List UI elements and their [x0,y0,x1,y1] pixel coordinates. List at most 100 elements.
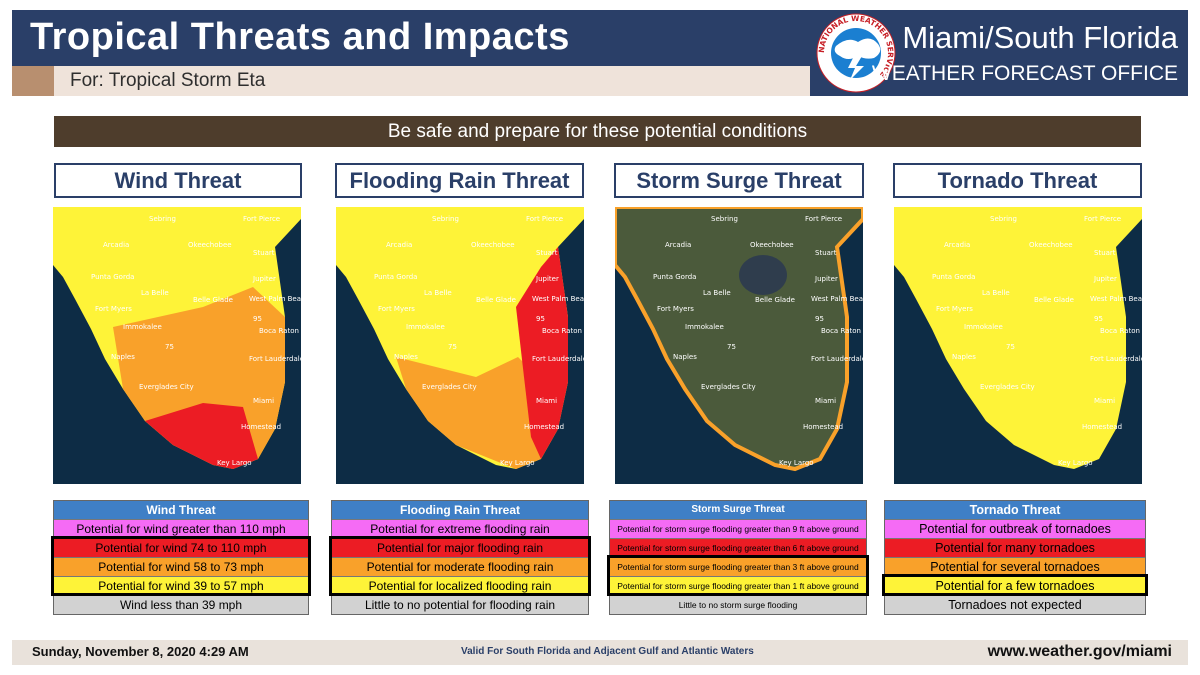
map-label: Stuart [253,249,275,257]
map-label: Fort Myers [657,305,694,313]
legend-row-elevated: Potential for localized flooding rain [332,576,588,595]
office-name: Miami/South Florida [902,20,1178,55]
map-label: La Belle [982,289,1010,297]
lake-okeechobee [739,255,787,295]
map-label: Fort Pierce [1084,215,1121,223]
map-label: Key Largo [779,459,814,467]
map-label: Homestead [1082,423,1122,431]
website-url: www.weather.gov/miami [987,643,1172,660]
map-label: Immokalee [685,323,724,331]
map-label: Boca Raton [1100,327,1140,335]
map-label: Punta Gorda [91,273,134,281]
map-tornado: Sebring Fort Pierce Arcadia Okeechobee Stuar… [894,207,1142,484]
map-label: Punta Gorda [374,273,417,281]
legend-row-elevated: Potential for storm surge flooding great… [610,576,866,595]
map-label: La Belle [424,289,452,297]
legend-row-none: Little to no storm surge flooding [610,595,866,614]
legend-row-moderate: Potential for several tornadoes [885,557,1145,576]
footer: Sunday, November 8, 2020 4:29 AM Valid F… [12,640,1188,665]
map-label: Everglades City [980,383,1035,391]
panel-title-wind: Wind Threat [54,163,302,198]
map-label: Jupiter [1093,275,1117,283]
map-label: Naples [673,353,697,361]
legend-row-extreme: Potential for extreme flooding rain [332,519,588,538]
map-label: Fort Myers [95,305,132,313]
map-svg: Sebring Fort Pierce Arcadia Okeechobee Stuar… [894,207,1142,484]
legend-row-moderate: Potential for storm surge flooding great… [610,557,866,576]
map-label: Belle Glade [755,296,795,304]
map-label: Boca Raton [821,327,861,335]
legend-row-high: Potential for storm surge flooding great… [610,538,866,557]
legend-row-extreme: Potential for outbreak of tornadoes [885,519,1145,538]
panel-title-flooding-rain: Flooding Rain Threat [335,163,584,198]
threat-zone-high [145,403,258,469]
office-header: NATIONAL WEATHER SERVICE Miami/South Flo… [810,10,1188,96]
map-label: Fort Myers [936,305,973,313]
land-area [894,207,1142,469]
map-label: Fort Pierce [526,215,563,223]
map-label: West Palm Beach [1090,295,1142,303]
map-label: Arcadia [103,241,129,249]
map-label: Arcadia [665,241,691,249]
map-label: Fort Lauderdale [1090,355,1142,363]
map-label: Fort Pierce [805,215,842,223]
map-label: Key Largo [1058,459,1093,467]
map-label: 95 [815,315,824,323]
legend-storm-surge: Storm Surge Threat Potential for storm su… [607,500,869,615]
map-label: Belle Glade [193,296,233,304]
legend-row-elevated: Potential for a few tornadoes [885,576,1145,595]
legend-tornado: Tornado Threat Potential for outbreak of … [882,500,1148,615]
threat-zone-high [516,247,568,459]
land-area [615,207,863,469]
map-label: 75 [1006,343,1015,351]
map-label: Okeechobee [750,241,794,249]
map-label: West Palm Beach [532,295,584,303]
legend-header: Storm Surge Threat [610,501,866,519]
map-label: La Belle [141,289,169,297]
map-label: 75 [727,343,736,351]
map-label: Punta Gorda [932,273,975,281]
storm-subtitle: For: Tropical Storm Eta [70,70,266,91]
panel-title-tornado: Tornado Threat [893,163,1142,198]
map-label: Fort Lauderdale [532,355,584,363]
map-label: Sebring [149,215,176,223]
map-label: Homestead [241,423,281,431]
page-title: Tropical Threats and Impacts [30,16,570,58]
map-svg: Sebring Fort Pierce Arcadia Okeechobee Stuar… [336,207,584,484]
map-label: Stuart [1094,249,1116,257]
legend-row-elevated: Potential for wind 39 to 57 mph [54,576,308,595]
map-wind: Sebring Fort Pierce Arcadia Okeechobee Stuar… [53,207,301,484]
banner-text: Be safe and prepare for these potential … [387,121,808,142]
map-label: 95 [253,315,262,323]
map-flooding-rain: Sebring Fort Pierce Arcadia Okeechobee Stuar… [336,207,584,484]
surge-coast [615,207,863,472]
map-label: 95 [536,315,545,323]
header: Tropical Threats and Impacts For: Tropic… [12,10,1188,96]
map-label: Miami [253,397,274,405]
map-label: Immokalee [123,323,162,331]
threat-zone-moderate [396,357,558,469]
legend-row-none: Little to no potential for flooding rain [332,595,588,614]
map-label: Jupiter [814,275,838,283]
map-label: Fort Lauderdale [249,355,301,363]
map-storm-surge: Sebring Fort Pierce Arcadia Okeechobee Stuar… [615,207,863,484]
map-label: Sebring [432,215,459,223]
map-label: 75 [165,343,174,351]
map-label: Miami [1094,397,1115,405]
map-label: Sebring [990,215,1017,223]
map-label: Arcadia [944,241,970,249]
nws-logo-icon: NATIONAL WEATHER SERVICE [816,13,896,93]
map-label: Jupiter [252,275,276,283]
prepare-banner: Be safe and prepare for these potential … [54,116,1141,147]
map-label: Homestead [803,423,843,431]
map-label: Immokalee [964,323,1003,331]
map-label: Homestead [524,423,564,431]
legend-row-none: Tornadoes not expected [885,595,1145,614]
legend-row-high: Potential for major flooding rain [332,538,588,557]
map-label: Everglades City [139,383,194,391]
map-label: Immokalee [406,323,445,331]
map-label: Fort Lauderdale [811,355,863,363]
map-label: 95 [1094,315,1103,323]
map-label: 75 [448,343,457,351]
map-label: Fort Pierce [243,215,280,223]
